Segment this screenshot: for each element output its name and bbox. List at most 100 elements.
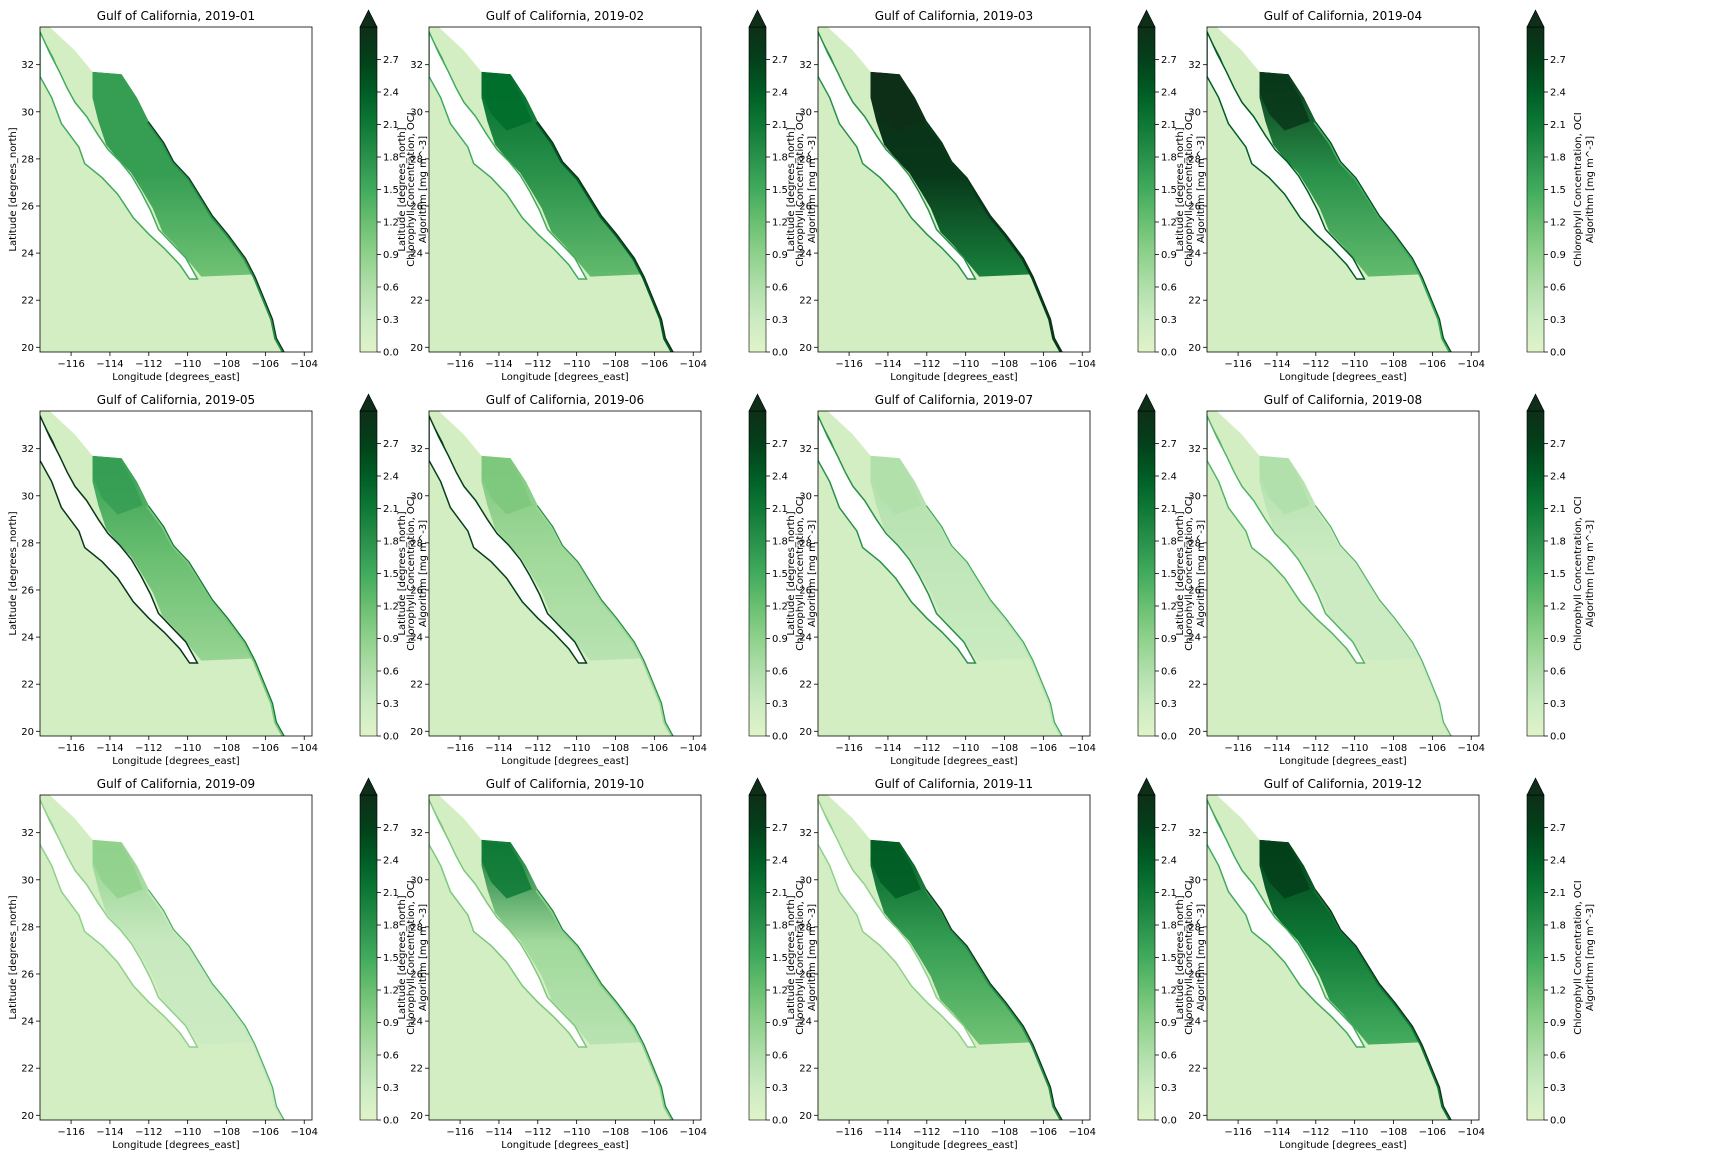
colorbar-tick-label: 0.0 [1550,732,1566,743]
x-tick-label: −116 [57,1127,84,1138]
chlorophyll-field [1207,411,1479,736]
y-tick-label: 32 [1188,828,1201,839]
y-axis-label: Latitude [degrees_north] [1175,511,1186,635]
colorbar-tick-label: 0.6 [772,283,788,294]
x-axis-label: Longitude [degrees_east] [112,372,239,383]
panel-title: Gulf of California, 2019-12 [1264,777,1422,791]
colorbar-tick-label: 0.0 [772,348,788,359]
x-tick-label: −108 [602,359,629,370]
y-tick-label: 28 [799,922,812,933]
colorbar-label-line2: Algorithm [mg m^-3] [418,520,429,627]
y-tick-label: 24 [799,249,812,260]
map-panel: Gulf of California, 2019-07 −116 −114 −112 −… [786,393,1207,767]
colorbar-gradient [1137,794,1156,1121]
y-tick-label: 30 [1188,491,1201,502]
colorbar-extend-arrow [1526,9,1545,28]
x-tick-label: −106 [641,743,668,754]
colorbar-tick-label: 2.4 [383,88,399,99]
map-panel: Gulf of California, 2019-06 −116 −114 −112 −… [397,393,818,767]
colorbar-extend-arrow [359,393,378,412]
map-frame [1206,26,1480,353]
colorbar-tick-label: 2.7 [1550,439,1566,450]
x-tick-label: −104 [1068,1127,1095,1138]
x-tick-label: −106 [252,359,279,370]
colorbar-extend-arrow [359,9,378,28]
x-tick-label: −110 [952,1127,979,1138]
y-tick-label: 24 [21,633,34,644]
baja-peninsula-land [818,31,977,280]
x-tick-label: −114 [485,359,512,370]
chlorophyll-field [40,411,312,736]
colorbar-tick-label: 1.8 [772,153,788,164]
x-tick-label: −108 [991,1127,1018,1138]
colorbar-tick-label: 1.2 [772,218,788,229]
map-frame [39,26,313,353]
colorbar-tick-label: 0.3 [1161,1083,1177,1094]
x-axis-label: Longitude [degrees_east] [1279,1140,1406,1151]
y-tick-label: 20 [410,1111,423,1122]
colorbar-tick-label: 1.2 [772,602,788,613]
colorbar-tick-label: 0.3 [1550,315,1566,326]
northern-gulf-bloom [481,458,532,515]
y-tick-label: 22 [21,296,34,307]
colorbar-tick-label: 1.5 [772,569,788,580]
x-tick-label: −108 [1380,743,1407,754]
northern-gulf-bloom [870,842,921,899]
colorbar-tick-label: 0.3 [1550,1083,1566,1094]
colorbar-tick-label: 0.0 [383,1116,399,1127]
colorbar-label-line2: Algorithm [mg m^-3] [1196,904,1207,1011]
x-axis-label: Longitude [degrees_east] [890,1140,1017,1151]
colorbar-tick-label: 2.1 [1550,120,1566,131]
x-tick-label: −106 [1419,359,1446,370]
x-tick-label: −114 [1263,1127,1290,1138]
colorbar-tick-label: 1.5 [1161,569,1177,580]
panel-title: Gulf of California, 2019-09 [97,777,255,791]
mainland-land [818,411,1090,736]
colorbar-tick-label: 2.1 [1161,888,1177,899]
x-axis-label: Longitude [degrees_east] [501,372,628,383]
colorbar: 0.0 0.3 0.6 0.9 1.2 1.5 1.8 2.1 2.4 2.7 Chlorophyl… [1526,393,1596,743]
x-tick-label: −106 [641,1127,668,1138]
colorbar-extend-arrow [748,9,767,28]
x-axis-label: Longitude [degrees_east] [1279,372,1406,383]
colorbar-tick-label: 2.7 [772,55,788,66]
colorbar-tick-label: 2.4 [1161,88,1177,99]
y-tick-label: 22 [799,296,812,307]
y-axis-label: Latitude [degrees_north] [397,127,408,251]
y-tick-label: 30 [410,107,423,118]
colorbar-tick-label: 0.3 [1161,699,1177,710]
colorbar-tick-label: 2.7 [1161,55,1177,66]
y-tick-label: 28 [21,154,34,165]
x-tick-label: −114 [485,1127,512,1138]
y-tick-label: 30 [799,875,812,886]
colorbar: 0.0 0.3 0.6 0.9 1.2 1.5 1.8 2.1 2.4 2.7 Chlorophyl… [1526,9,1596,359]
colorbar-label-line2: Algorithm [mg m^-3] [807,520,818,627]
y-tick-label: 26 [799,585,812,596]
map-frame [817,26,1091,353]
colorbar-tick-label: 0.9 [772,1018,788,1029]
y-tick-label: 32 [1188,60,1201,71]
chlorophyll-field [818,795,1090,1120]
x-tick-label: −114 [874,359,901,370]
colorbar-tick-label: 1.5 [383,569,399,580]
y-tick-label: 30 [21,107,34,118]
chlorophyll-field [429,795,701,1120]
colorbar-tick-label: 0.9 [1161,634,1177,645]
y-tick-label: 22 [1188,1064,1201,1075]
x-tick-label: −108 [213,743,240,754]
mainland-land [1207,27,1479,352]
x-tick-label: −112 [913,359,940,370]
colorbar-tick-label: 1.8 [1550,537,1566,548]
y-tick-label: 20 [1188,343,1201,354]
colorbar-tick-label: 0.9 [772,634,788,645]
x-tick-label: −112 [135,1127,162,1138]
y-tick-label: 22 [1188,296,1201,307]
y-axis-label: Latitude [degrees_north] [1175,127,1186,251]
x-tick-label: −116 [446,359,473,370]
y-tick-label: 32 [410,60,423,71]
map-frame [39,794,313,1121]
colorbar-tick-label: 2.1 [1161,504,1177,515]
colorbar-label-line2: Algorithm [mg m^-3] [418,904,429,1011]
y-tick-label: 26 [799,201,812,212]
y-tick-label: 32 [410,828,423,839]
